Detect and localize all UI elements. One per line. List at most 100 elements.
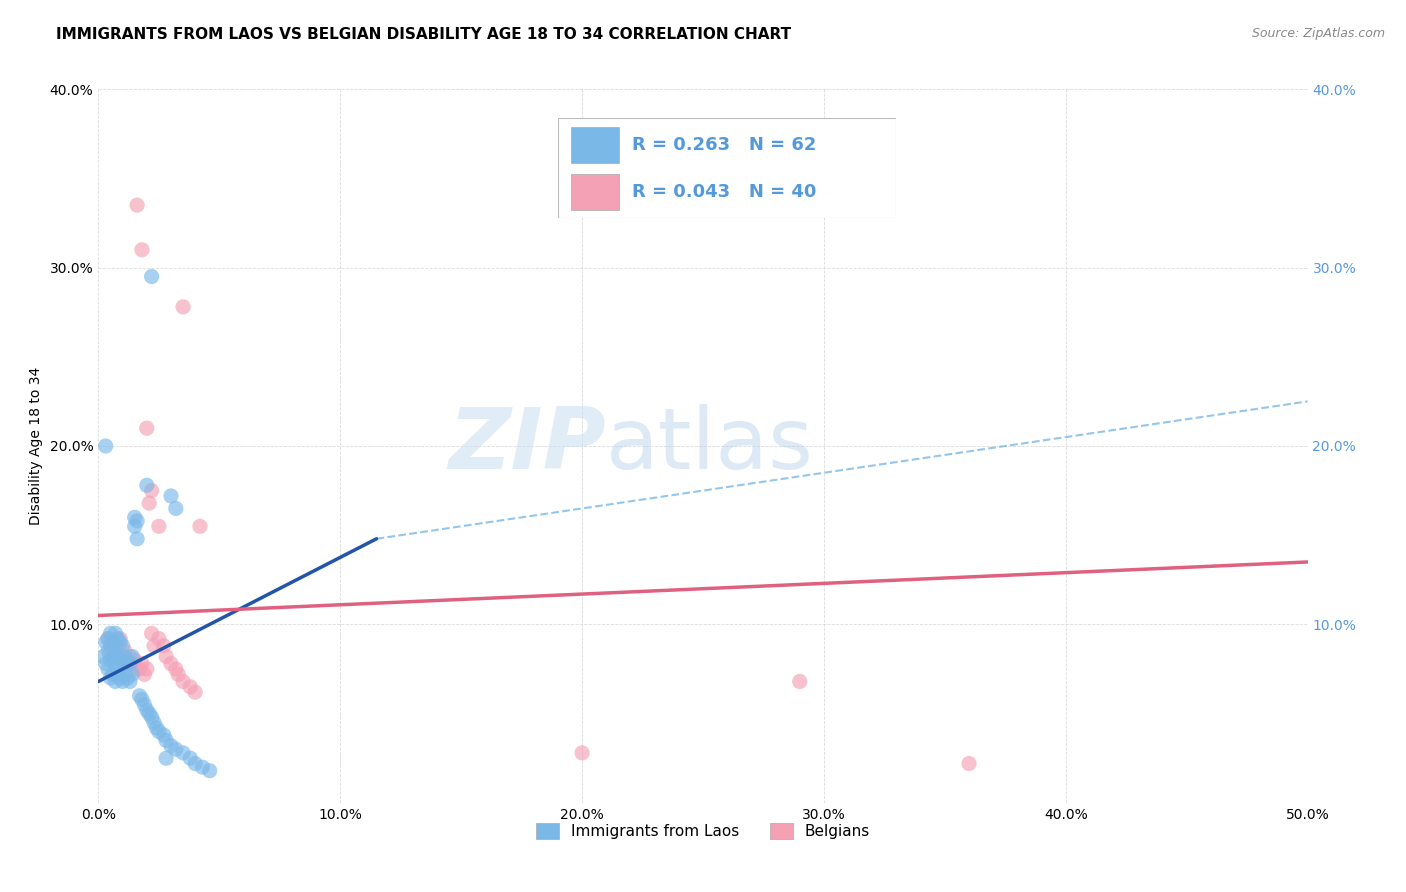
Point <box>97 632 120 646</box>
Point <box>155 751 177 765</box>
Point <box>148 519 170 533</box>
Point <box>172 300 194 314</box>
Point <box>114 667 136 681</box>
Point <box>128 662 150 676</box>
Point <box>100 644 122 658</box>
Point <box>128 689 150 703</box>
Point <box>124 519 146 533</box>
Point <box>165 742 187 756</box>
Point <box>94 439 117 453</box>
Point <box>127 532 149 546</box>
Point <box>108 635 131 649</box>
Point <box>179 680 201 694</box>
Point <box>135 421 157 435</box>
Point <box>152 639 174 653</box>
Point <box>101 667 124 681</box>
Point <box>957 756 980 771</box>
Point <box>107 649 129 664</box>
Point <box>148 724 170 739</box>
Point <box>127 198 149 212</box>
Point <box>138 706 160 721</box>
Point <box>143 639 166 653</box>
Point <box>94 635 117 649</box>
Point <box>100 653 122 667</box>
Point <box>91 649 114 664</box>
Point <box>111 674 134 689</box>
Point <box>111 657 134 671</box>
Point <box>135 703 157 717</box>
Point <box>100 626 122 640</box>
Point <box>121 667 143 681</box>
Point <box>131 692 153 706</box>
Point <box>165 501 187 516</box>
Point <box>141 710 163 724</box>
Point <box>135 478 157 492</box>
Point <box>124 510 146 524</box>
Point <box>141 483 163 498</box>
Point <box>135 662 157 676</box>
Point <box>108 653 131 667</box>
Point <box>198 764 221 778</box>
Point <box>155 733 177 747</box>
Point <box>107 667 129 681</box>
Point <box>100 639 122 653</box>
Point <box>188 519 211 533</box>
Point <box>121 649 143 664</box>
Point <box>789 674 811 689</box>
Point <box>101 649 124 664</box>
Point <box>104 639 127 653</box>
Point <box>160 739 183 753</box>
Point <box>101 635 124 649</box>
Text: ZIP: ZIP <box>449 404 606 488</box>
Point <box>104 674 127 689</box>
Point <box>94 657 117 671</box>
Point <box>127 514 149 528</box>
Point <box>118 674 141 689</box>
Text: atlas: atlas <box>606 404 814 488</box>
Point <box>114 644 136 658</box>
Point <box>124 653 146 667</box>
Point <box>107 639 129 653</box>
Text: Source: ZipAtlas.com: Source: ZipAtlas.com <box>1251 27 1385 40</box>
Point <box>117 671 139 685</box>
Text: IMMIGRANTS FROM LAOS VS BELGIAN DISABILITY AGE 18 TO 34 CORRELATION CHART: IMMIGRANTS FROM LAOS VS BELGIAN DISABILI… <box>56 27 792 42</box>
Point <box>172 674 194 689</box>
Point <box>118 649 141 664</box>
Point <box>160 489 183 503</box>
Point <box>101 635 124 649</box>
Point <box>165 662 187 676</box>
Point <box>145 721 167 735</box>
Point <box>141 626 163 640</box>
Point <box>107 632 129 646</box>
Point <box>117 653 139 667</box>
Point <box>184 685 207 699</box>
Point <box>191 760 214 774</box>
Point <box>143 715 166 730</box>
Point <box>108 632 131 646</box>
Point <box>179 751 201 765</box>
Point <box>160 657 183 671</box>
Point <box>152 728 174 742</box>
Point <box>114 649 136 664</box>
Point <box>100 671 122 685</box>
Point <box>117 657 139 671</box>
Point <box>104 649 127 664</box>
Point <box>127 662 149 676</box>
Point <box>167 667 190 681</box>
Point <box>104 626 127 640</box>
Point <box>134 667 156 681</box>
Point <box>108 649 131 664</box>
Point <box>155 649 177 664</box>
Point <box>571 746 593 760</box>
Point <box>184 756 207 771</box>
Point <box>104 657 127 671</box>
Point <box>111 639 134 653</box>
Point <box>141 269 163 284</box>
Point <box>121 657 143 671</box>
Point <box>118 657 141 671</box>
Y-axis label: Disability Age 18 to 34: Disability Age 18 to 34 <box>28 367 42 525</box>
Point <box>172 746 194 760</box>
Point <box>108 671 131 685</box>
Legend: Immigrants from Laos, Belgians: Immigrants from Laos, Belgians <box>530 817 876 845</box>
Point <box>97 662 120 676</box>
